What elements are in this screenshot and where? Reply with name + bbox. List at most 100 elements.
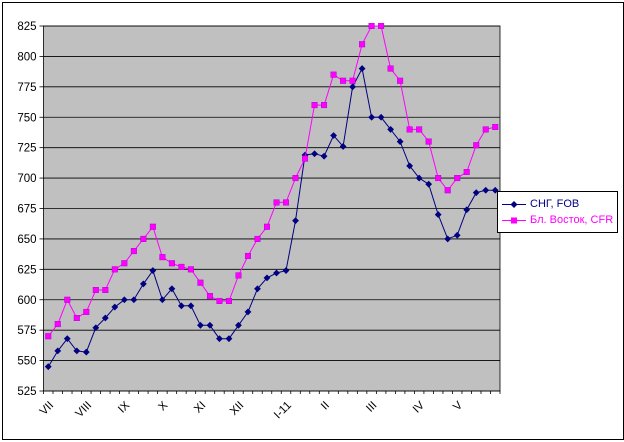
data-point-bl-vostok-cfr xyxy=(140,235,147,242)
x-axis-label: II xyxy=(319,399,332,412)
data-point-sng-fob xyxy=(73,347,81,355)
y-axis-label: 750 xyxy=(17,112,36,124)
data-point-sng-fob xyxy=(206,321,214,329)
data-point-sng-fob xyxy=(406,162,414,170)
data-point-bl-vostok-cfr xyxy=(73,315,80,322)
data-point-bl-vostok-cfr xyxy=(168,260,175,267)
x-axis-label: X xyxy=(156,399,170,413)
x-axis-label: III xyxy=(364,399,379,414)
data-point-bl-vostok-cfr xyxy=(397,77,404,84)
y-axis-label: 625 xyxy=(17,264,36,276)
data-point-bl-vostok-cfr xyxy=(473,142,480,149)
data-point-sng-fob xyxy=(263,274,271,282)
legend-label-bl-vostok-cfr: Бл. Восток, CFR xyxy=(530,214,614,226)
data-point-bl-vostok-cfr xyxy=(178,263,185,270)
data-point-bl-vostok-cfr xyxy=(159,254,166,261)
data-point-bl-vostok-cfr xyxy=(54,321,61,328)
legend: СНГ, FOB Бл. Восток, CFR xyxy=(497,191,618,233)
data-point-bl-vostok-cfr xyxy=(492,123,499,130)
y-axis-label: 775 xyxy=(17,82,36,94)
data-point-bl-vostok-cfr xyxy=(244,252,251,259)
data-point-sng-fob xyxy=(63,335,71,343)
data-point-bl-vostok-cfr xyxy=(321,102,328,109)
data-point-bl-vostok-cfr xyxy=(64,296,71,303)
data-point-bl-vostok-cfr xyxy=(368,23,375,30)
legend-item-sng-fob[interactable]: СНГ, FOB xyxy=(502,196,614,212)
y-axis-label: 575 xyxy=(17,325,36,337)
data-point-bl-vostok-cfr xyxy=(121,260,128,267)
data-point-bl-vostok-cfr xyxy=(463,168,470,175)
data-point-bl-vostok-cfr xyxy=(92,287,99,294)
data-point-sng-fob xyxy=(54,347,62,355)
data-point-bl-vostok-cfr xyxy=(416,126,423,133)
y-axis-label: 825 xyxy=(17,21,36,33)
x-axis-label: VII xyxy=(38,399,56,417)
data-point-bl-vostok-cfr xyxy=(102,287,109,294)
y-axis-label: 525 xyxy=(17,386,36,398)
data-point-sng-fob xyxy=(463,206,471,214)
data-point-bl-vostok-cfr xyxy=(387,65,394,72)
data-point-bl-vostok-cfr xyxy=(197,279,204,286)
data-point-sng-fob xyxy=(396,138,404,145)
data-point-sng-fob xyxy=(254,285,261,293)
data-point-sng-fob xyxy=(444,235,452,243)
data-point-sng-fob xyxy=(330,132,337,139)
data-point-bl-vostok-cfr xyxy=(254,235,261,242)
data-point-bl-vostok-cfr xyxy=(330,71,337,78)
y-axis-label: 725 xyxy=(17,143,36,155)
data-point-sng-fob xyxy=(491,186,499,194)
data-point-sng-fob xyxy=(82,348,90,356)
data-point-sng-fob xyxy=(178,302,185,310)
data-point-sng-fob xyxy=(149,267,157,274)
data-point-sng-fob xyxy=(425,180,433,188)
data-point-bl-vostok-cfr xyxy=(454,175,461,182)
data-point-bl-vostok-cfr xyxy=(45,333,52,340)
data-point-bl-vostok-cfr xyxy=(235,272,242,279)
x-axis-label: V xyxy=(451,399,465,413)
data-point-sng-fob xyxy=(244,308,252,316)
legend-label-sng-fob: СНГ, FOB xyxy=(530,198,580,210)
data-point-bl-vostok-cfr xyxy=(149,223,156,230)
y-axis-label: 800 xyxy=(17,51,36,63)
data-point-sng-fob xyxy=(225,335,233,343)
data-point-sng-fob xyxy=(453,231,461,239)
data-point-bl-vostok-cfr xyxy=(406,126,413,133)
data-point-sng-fob xyxy=(187,302,195,310)
data-point-bl-vostok-cfr xyxy=(130,248,137,255)
data-point-bl-vostok-cfr xyxy=(359,41,366,48)
data-point-sng-fob xyxy=(101,314,109,322)
x-axis-label: XI xyxy=(192,399,208,415)
data-point-sng-fob xyxy=(472,189,480,197)
data-point-sng-fob xyxy=(273,269,280,277)
data-point-bl-vostok-cfr xyxy=(444,187,451,194)
data-point-sng-fob xyxy=(44,363,52,371)
data-point-sng-fob xyxy=(216,335,223,343)
data-point-bl-vostok-cfr xyxy=(435,175,442,182)
data-point-sng-fob xyxy=(482,186,490,194)
x-axis-label: XII xyxy=(228,399,246,417)
legend-line-square-icon xyxy=(502,217,526,223)
data-point-bl-vostok-cfr xyxy=(349,77,356,84)
data-point-sng-fob xyxy=(197,321,204,329)
y-axis-label: 550 xyxy=(17,356,36,368)
x-axis-label: IV xyxy=(411,399,427,415)
data-point-sng-fob xyxy=(158,296,166,304)
data-point-bl-vostok-cfr xyxy=(111,266,118,273)
data-point-bl-vostok-cfr xyxy=(216,297,223,304)
price-chart: 525 550 575 600 625 650 675 700 725 750 775 800 825 V… xyxy=(17,21,501,421)
data-point-bl-vostok-cfr xyxy=(283,199,290,206)
data-point-sng-fob xyxy=(368,113,376,121)
y-axis-label: 650 xyxy=(17,234,36,246)
data-point-sng-fob xyxy=(349,83,356,91)
y-axis-label: 600 xyxy=(17,295,36,307)
data-point-sng-fob xyxy=(130,296,138,304)
data-point-sng-fob xyxy=(339,143,347,150)
data-point-bl-vostok-cfr xyxy=(263,223,270,230)
data-point-sng-fob xyxy=(311,150,318,158)
data-point-sng-fob xyxy=(434,211,442,218)
data-point-sng-fob xyxy=(282,267,290,274)
legend-item-bl-vostok-cfr[interactable]: Бл. Восток, CFR xyxy=(502,212,614,228)
legend-line-diamond-icon xyxy=(502,200,526,208)
data-point-sng-fob xyxy=(358,65,366,72)
